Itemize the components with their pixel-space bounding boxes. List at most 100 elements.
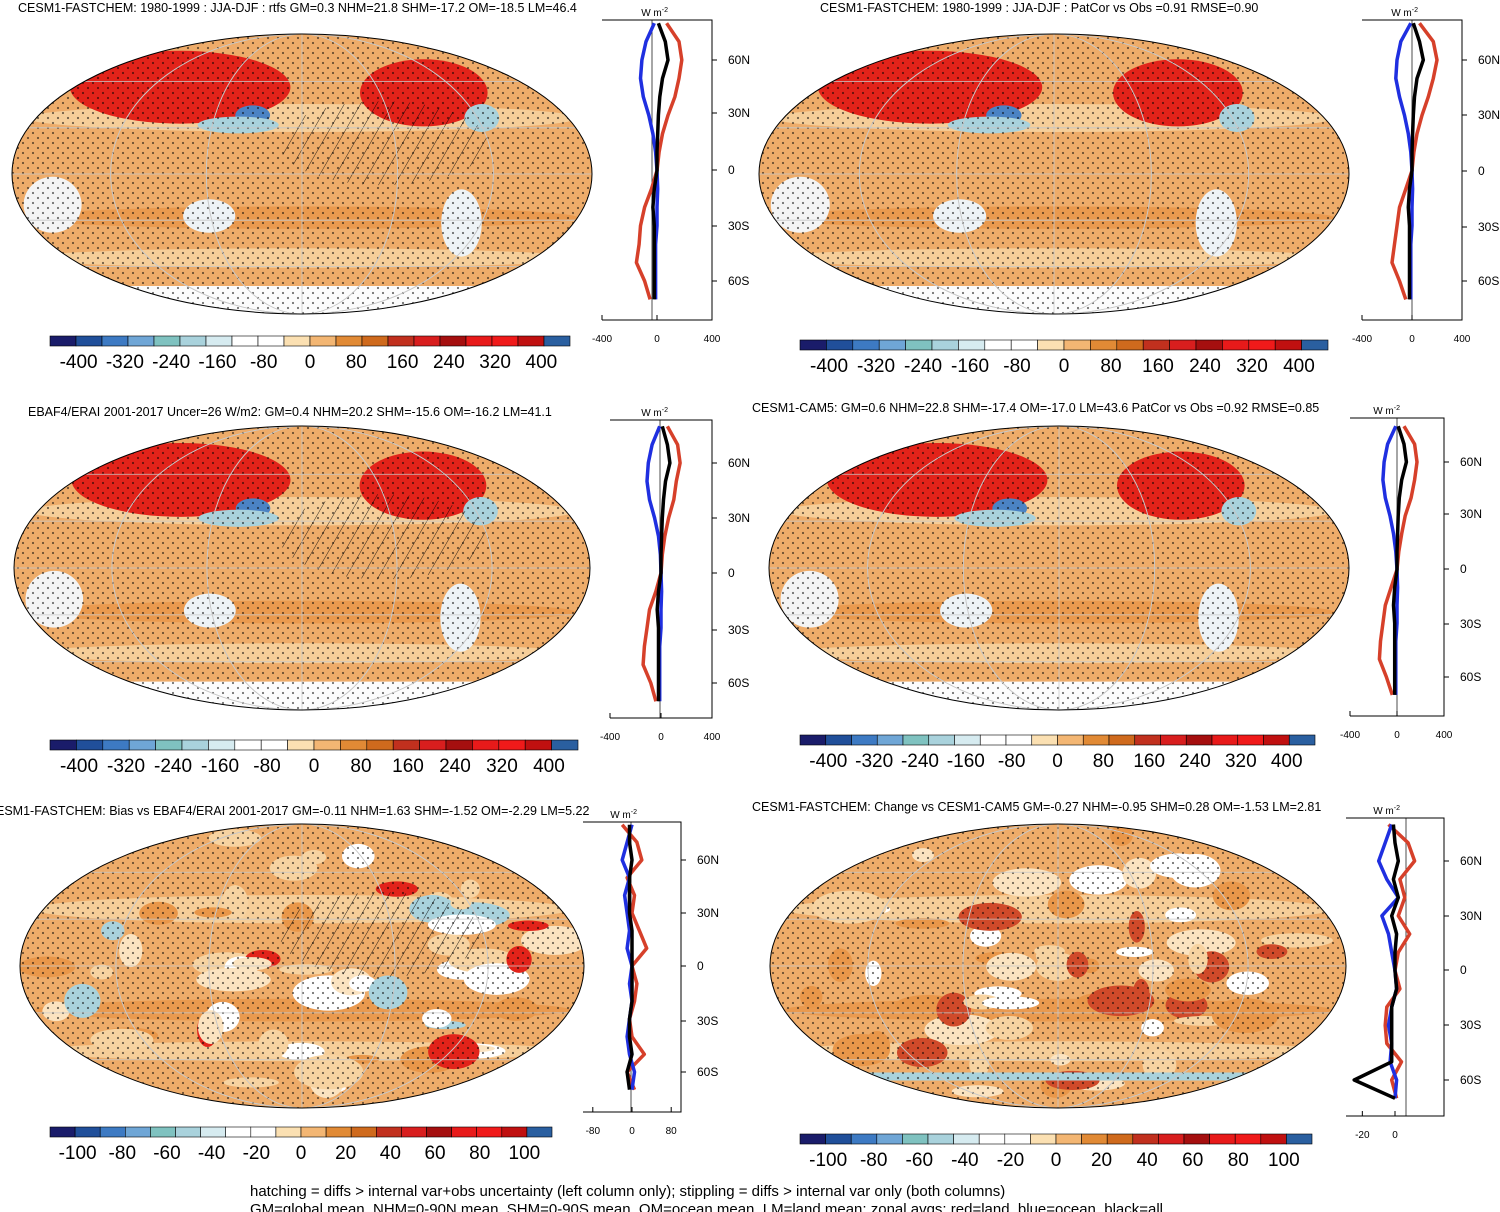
colorbar-label: 0	[296, 1143, 307, 1164]
colorbar-label: -320	[106, 352, 144, 373]
colorbar-swatch	[1237, 734, 1264, 746]
colorbar-label: -400	[809, 751, 847, 772]
colorbar-swatch	[551, 739, 579, 751]
colorbar-swatch	[1195, 339, 1223, 351]
map	[12, 34, 592, 314]
colorbar-label: -320	[107, 756, 145, 777]
zonal-mean-plot: W m-2 60N 30N 0 30S 60S -80 0 80	[583, 809, 719, 1137]
zonal-xtick-label: -400	[592, 334, 612, 345]
panel-title: CESM1-FASTCHEM: 1980-1999 : JJA-DJF : rt…	[18, 1, 577, 15]
lat-label: 60N	[1460, 455, 1482, 469]
colorbar-label: 240	[439, 756, 471, 777]
colorbar-swatch	[1005, 734, 1033, 746]
colorbar-swatch	[181, 739, 209, 751]
colorbar-swatch	[1142, 339, 1170, 351]
panel-title: CESM1-FASTCHEM: 1980-1999 : JJA-DJF : Pa…	[820, 1, 1258, 15]
colorbar-swatch	[257, 335, 285, 347]
colorbar-swatch	[250, 1126, 277, 1138]
zonal-xtick-label: -400	[1352, 334, 1372, 345]
zonal-xtick-label: -400	[600, 732, 620, 743]
colorbar-swatch	[392, 739, 420, 751]
colorbar-swatch	[49, 739, 77, 751]
panel-title: EBAF4/ERAI 2001-2017 Uncer=26 W/m2: GM=0…	[28, 405, 552, 419]
zonal-series-all	[625, 824, 634, 1090]
map-border	[768, 425, 1350, 711]
graticule-meridian	[111, 426, 493, 710]
zonal-unit: W m-2	[641, 7, 668, 19]
colorbar-swatch	[958, 339, 986, 351]
colorbar-label: 80	[469, 1143, 490, 1164]
lat-label: 30N	[728, 106, 750, 120]
lat-label: 60N	[728, 53, 750, 67]
zonal-xtick-label: 400	[1436, 730, 1453, 741]
graticule-meridian	[962, 426, 1156, 710]
colorbar-label: -240	[152, 352, 190, 373]
zonal-xtick-label: 400	[1454, 334, 1471, 345]
zonal-xtick-label: -20	[1355, 1130, 1370, 1141]
colorbar-swatch	[1081, 1133, 1108, 1145]
colorbar-label: 0	[305, 352, 316, 373]
zonal-xtick-label: 0	[1409, 334, 1415, 345]
zonal-xtick-label: 0	[1394, 730, 1400, 741]
lat-label: 60S	[697, 1065, 718, 1079]
colorbar-swatch	[99, 1126, 126, 1138]
map-border	[758, 33, 1350, 315]
map-hatching	[278, 101, 488, 186]
colorbar-label: 0	[309, 756, 320, 777]
colorbar-swatch	[1031, 734, 1058, 746]
zonal-xtick-label: 400	[704, 732, 721, 743]
colorbar-label: 320	[486, 756, 518, 777]
colorbar-label: 240	[1189, 356, 1221, 377]
colorbar-label: -80	[109, 1143, 136, 1164]
colorbar-label: -400	[810, 356, 848, 377]
lat-label: 0	[697, 959, 704, 973]
graticule-meridian	[867, 426, 1251, 710]
colorbar-swatch	[1134, 734, 1161, 746]
colorbar-label: -160	[201, 756, 239, 777]
lat-label: 60N	[1460, 854, 1482, 868]
colorbar-swatch	[155, 739, 183, 751]
colorbar-swatch	[931, 339, 959, 351]
colorbar-swatch	[905, 339, 933, 351]
colorbar-swatch	[260, 739, 288, 751]
zonal-xtick-label: 400	[704, 334, 721, 345]
colorbar-swatch	[225, 1126, 252, 1138]
colorbar-label: 60	[1182, 1150, 1203, 1171]
colorbar: -100 -80 -60 -40 -20 0 20 40 60 80 100	[49, 1126, 553, 1164]
lat-label: 30N	[1478, 108, 1500, 122]
colorbar-swatch	[476, 1126, 503, 1138]
graticule-meridian	[956, 34, 1152, 314]
map-band	[784, 1115, 1331, 1132]
colorbar-swatch	[300, 1126, 327, 1138]
colorbar-swatch	[852, 339, 880, 351]
colorbar-swatch	[179, 335, 207, 347]
colorbar-label: -160	[947, 751, 985, 772]
map-border	[13, 425, 591, 711]
zonal-unit: W m-2	[610, 809, 637, 821]
colorbar-swatch	[1185, 734, 1213, 746]
colorbar-label: -160	[951, 356, 989, 377]
map-band	[784, 717, 1335, 734]
colorbar-label: -40	[951, 1150, 978, 1171]
colorbar-label: 80	[1100, 356, 1121, 377]
graticule-meridian	[206, 426, 398, 710]
colorbar-swatch	[335, 335, 363, 347]
colorbar-label: 80	[1093, 751, 1114, 772]
colorbar-swatch	[954, 734, 981, 746]
colorbar-swatch	[799, 1133, 826, 1145]
colorbar-label: 80	[350, 756, 371, 777]
colorbar-swatch	[1274, 339, 1302, 351]
panel-4: CESM1-CAM5: GM=0.6 NHM=22.8 SHM=-17.4 OM…	[752, 401, 1482, 772]
colorbar-swatch	[366, 739, 394, 751]
colorbar-swatch	[902, 734, 930, 746]
lat-label: 30N	[728, 511, 750, 525]
colorbar-label: 240	[1179, 751, 1211, 772]
map	[769, 426, 1349, 734]
colorbar-swatch	[387, 335, 415, 347]
zonal-xtick-label: -400	[1340, 730, 1360, 741]
colorbar-swatch	[1106, 1133, 1134, 1145]
colorbar-swatch	[1288, 734, 1316, 746]
colorbar-swatch	[501, 1126, 528, 1138]
colorbar-swatch	[309, 335, 337, 347]
colorbar-swatch	[1169, 339, 1197, 351]
